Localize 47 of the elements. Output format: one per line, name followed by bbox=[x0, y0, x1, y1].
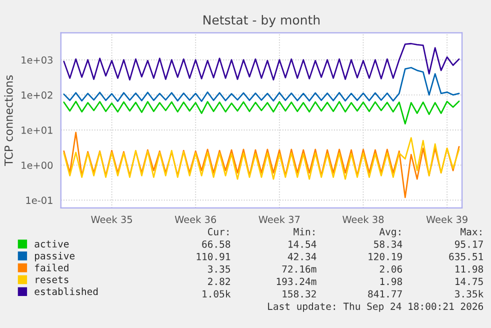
text: 2.06 bbox=[380, 265, 402, 273]
y-tick-label: 1e+03 bbox=[22, 56, 52, 64]
legend-label: failed bbox=[35, 264, 68, 272]
text: 11.98 bbox=[456, 265, 484, 273]
text: Avg: bbox=[379, 228, 400, 238]
y-tick-label: 1e+01 bbox=[22, 126, 52, 134]
legend-label: resets bbox=[36, 276, 68, 284]
x-tick-label: Week 38 bbox=[342, 216, 384, 224]
line-series bbox=[63, 137, 460, 180]
text: Max: bbox=[460, 228, 482, 236]
text: 3.35 bbox=[208, 265, 230, 273]
text: 14.75 bbox=[456, 278, 483, 286]
line-series bbox=[63, 42, 460, 80]
x-tick-label: Week 36 bbox=[174, 216, 216, 224]
line-series bbox=[63, 132, 460, 198]
text: 72.16m bbox=[282, 265, 316, 273]
y-axis-title: TCP connections bbox=[4, 75, 13, 166]
chart-title: Netstat - by month bbox=[204, 14, 320, 28]
x-tick-label: Week 35 bbox=[91, 216, 132, 224]
text: 193.24m bbox=[276, 278, 316, 286]
text: 110.91 bbox=[196, 252, 230, 260]
text: 14.54 bbox=[288, 240, 316, 248]
line-series bbox=[63, 66, 460, 102]
legend-label: active bbox=[34, 240, 69, 248]
x-tick-label: Week 37 bbox=[258, 216, 300, 224]
y-tick-label: 1e+02 bbox=[22, 91, 52, 99]
text: Last update: Thu Sep 24 18:00:21 2026 bbox=[268, 302, 484, 312]
text: 120.19 bbox=[368, 252, 402, 260]
text: 841.77 bbox=[368, 290, 402, 298]
text: 1.98 bbox=[380, 278, 402, 286]
text: Min: bbox=[294, 228, 314, 236]
text: Cur: bbox=[208, 228, 228, 236]
text: 2.82 bbox=[208, 278, 230, 286]
x-tick-label: Week 39 bbox=[426, 216, 468, 224]
text: 66.58 bbox=[202, 240, 230, 248]
y-tick-label: 1e-01 bbox=[26, 196, 52, 204]
text: 158.32 bbox=[282, 290, 316, 298]
text: 58.34 bbox=[374, 240, 402, 248]
y-tick-label: 1e+00 bbox=[22, 162, 53, 169]
text: 635.51 bbox=[449, 252, 483, 260]
legend-label: passive bbox=[35, 252, 75, 262]
legend-label: established bbox=[34, 288, 98, 296]
text: 42.34 bbox=[288, 252, 316, 260]
text: 95.17 bbox=[454, 240, 483, 248]
text: 3.35k bbox=[455, 290, 484, 298]
line-series bbox=[63, 100, 460, 125]
text: 1.05k bbox=[202, 290, 231, 298]
